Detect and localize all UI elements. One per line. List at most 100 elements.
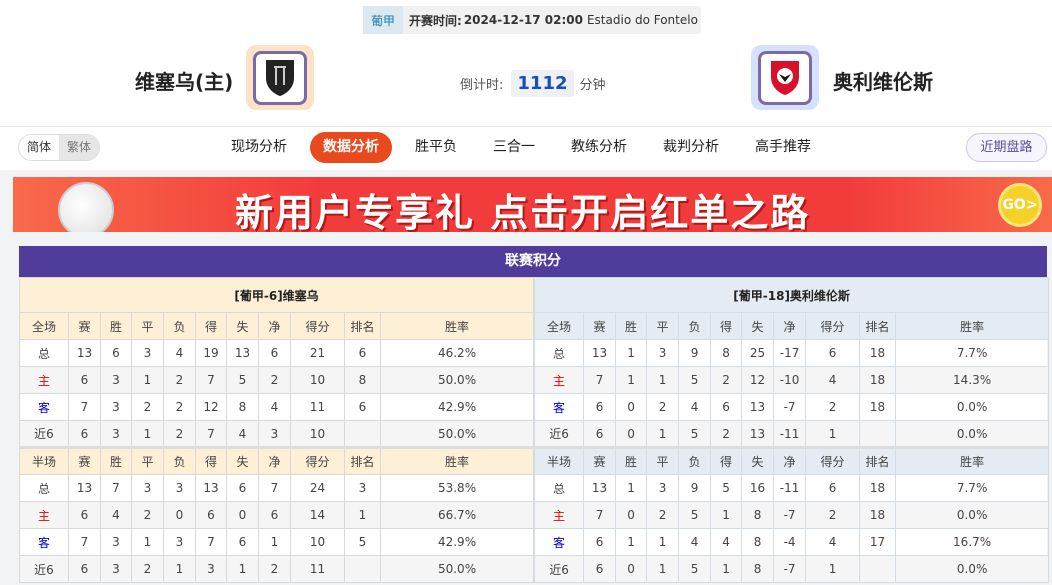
stat-cell: 3 xyxy=(100,420,132,448)
row-label: 主 xyxy=(19,366,69,394)
column-header: 失 xyxy=(226,446,259,475)
away-team-logo[interactable] xyxy=(751,45,819,110)
home-team-name[interactable]: 维塞乌(主) xyxy=(135,70,234,94)
stat-cell: 3 xyxy=(163,474,196,502)
column-header: 赛 xyxy=(583,446,617,475)
column-header: 得 xyxy=(710,446,743,475)
stat-cell: 2 xyxy=(710,420,743,448)
stat-cell: 0 xyxy=(615,501,648,529)
stat-cell: 13 xyxy=(583,474,617,502)
countdown-label: 倒计时: xyxy=(460,78,504,93)
table-row: 客 6 1 1 4 4 8 -4 4 17 16.7% xyxy=(534,528,1050,556)
column-header: 负 xyxy=(163,446,196,475)
stat-cell: 1 xyxy=(131,366,164,394)
league-tag[interactable]: 葡甲 xyxy=(363,6,404,34)
tab-coach-analysis[interactable]: 教练分析 xyxy=(571,139,627,155)
column-header: 平 xyxy=(646,446,680,475)
column-header: 净 xyxy=(773,446,807,475)
home-team-logo[interactable] xyxy=(246,45,314,110)
row-label: 主 xyxy=(19,501,69,529)
stat-cell: -4 xyxy=(773,528,807,556)
go-button[interactable]: GO> xyxy=(998,183,1042,227)
stat-cell: 2 xyxy=(131,501,164,529)
column-header: 得分 xyxy=(805,446,861,475)
tab-three-in-one[interactable]: 三合一 xyxy=(493,139,535,155)
row-label: 近6 xyxy=(534,420,585,448)
stat-cell xyxy=(344,555,381,583)
row-label: 近6 xyxy=(19,555,69,583)
stat-cell: -17 xyxy=(773,339,807,367)
table-row: 近6 6 3 2 1 3 1 2 11 50.0% xyxy=(19,555,535,583)
stat-cell: 9 xyxy=(678,474,712,502)
language-toggle[interactable]: 简体 繁体 xyxy=(18,134,101,161)
stat-cell: 21 xyxy=(290,339,345,367)
table-row: 主 6 3 1 2 7 5 2 10 8 50.0% xyxy=(19,366,535,394)
column-header: 胜率 xyxy=(895,312,1050,340)
row-label: 客 xyxy=(19,528,69,556)
promo-banner[interactable]: 新用户专享礼 点击开启红单之路 GO> xyxy=(13,177,1052,232)
row-label: 总 xyxy=(534,339,585,367)
row-label: 近6 xyxy=(19,420,69,448)
table-row: 客 6 0 2 4 6 13 -7 2 18 0.0% xyxy=(534,393,1050,421)
stat-cell: 1 xyxy=(615,366,648,394)
tab-expert-picks[interactable]: 高手推荐 xyxy=(755,139,811,155)
stat-cell: 0 xyxy=(615,420,648,448)
column-header: 半场 xyxy=(534,446,585,475)
stat-cell: 1 xyxy=(646,366,680,394)
stat-cell: 13 xyxy=(741,393,775,421)
stat-cell: 3 xyxy=(131,474,164,502)
lang-traditional[interactable]: 繁体 xyxy=(59,135,100,160)
stat-cell: 7 xyxy=(68,393,101,421)
column-header: 失 xyxy=(226,312,259,340)
stat-cell: 6 xyxy=(583,555,617,583)
column-header: 得 xyxy=(195,446,227,475)
column-header: 得分 xyxy=(290,312,345,340)
stat-cell: 0 xyxy=(615,555,648,583)
column-header: 胜 xyxy=(615,312,648,340)
stat-cell: 18 xyxy=(859,339,897,367)
stat-cell: 12 xyxy=(195,393,227,421)
column-header: 得分 xyxy=(805,312,861,340)
countdown-unit: 分钟 xyxy=(579,78,606,93)
table-row: 主 7 0 2 5 1 8 -7 2 18 0.0% xyxy=(534,501,1050,529)
stat-cell: 1 xyxy=(131,420,164,448)
row-label: 客 xyxy=(534,393,585,421)
stat-cell: 0.0% xyxy=(895,420,1050,448)
stat-cell: 6 xyxy=(583,420,617,448)
stat-cell: 8 xyxy=(741,501,775,529)
lang-simplified[interactable]: 简体 xyxy=(27,140,52,154)
column-header: 净 xyxy=(258,312,291,340)
stat-cell: 2 xyxy=(163,393,196,421)
tab-live-analysis[interactable]: 现场分析 xyxy=(231,139,287,155)
column-header: 半场 xyxy=(19,446,69,475)
stat-cell: 14.3% xyxy=(895,366,1050,394)
table-row: 总 13 1 3 9 5 16 -11 6 18 7.7% xyxy=(534,474,1050,502)
team-header: [葡甲-6]维塞乌 xyxy=(18,277,535,313)
tab-data-analysis[interactable]: 数据分析 xyxy=(310,132,392,163)
match-info-bar: 葡甲 开赛时间: 2024-12-17 02:00 Estadio do Fon… xyxy=(363,6,701,34)
stat-cell: 5 xyxy=(678,420,712,448)
table-row: 近6 6 0 1 5 2 13 -11 1 0.0% xyxy=(534,420,1050,448)
column-header: 排名 xyxy=(859,446,897,475)
stat-cell: 1 xyxy=(615,528,648,556)
tab-referee-analysis[interactable]: 裁判分析 xyxy=(663,139,719,155)
column-header: 排名 xyxy=(344,312,381,340)
stat-cell: 2 xyxy=(805,501,861,529)
away-team-name[interactable]: 奥利维伦斯 xyxy=(833,70,933,94)
stat-cell: 8 xyxy=(710,339,743,367)
column-header: 得分 xyxy=(290,446,345,475)
table-row: 总 13 7 3 3 13 6 7 24 3 53.8% xyxy=(19,474,535,502)
stat-cell: 3 xyxy=(195,555,227,583)
stat-cell: 16 xyxy=(741,474,775,502)
stat-cell: 17 xyxy=(859,528,897,556)
stat-cell: 6 xyxy=(583,393,617,421)
stat-cell: 13 xyxy=(195,474,227,502)
stat-cell: 1 xyxy=(646,555,680,583)
tab-1x2[interactable]: 胜平负 xyxy=(415,139,457,155)
stat-cell: 4 xyxy=(100,501,132,529)
stat-cell: 1 xyxy=(226,555,259,583)
stat-cell: 46.2% xyxy=(379,339,535,367)
stat-cell: 42.9% xyxy=(379,528,535,556)
stat-cell: 13 xyxy=(741,420,775,448)
recent-odds-button[interactable]: 近期盘路 xyxy=(966,133,1047,162)
